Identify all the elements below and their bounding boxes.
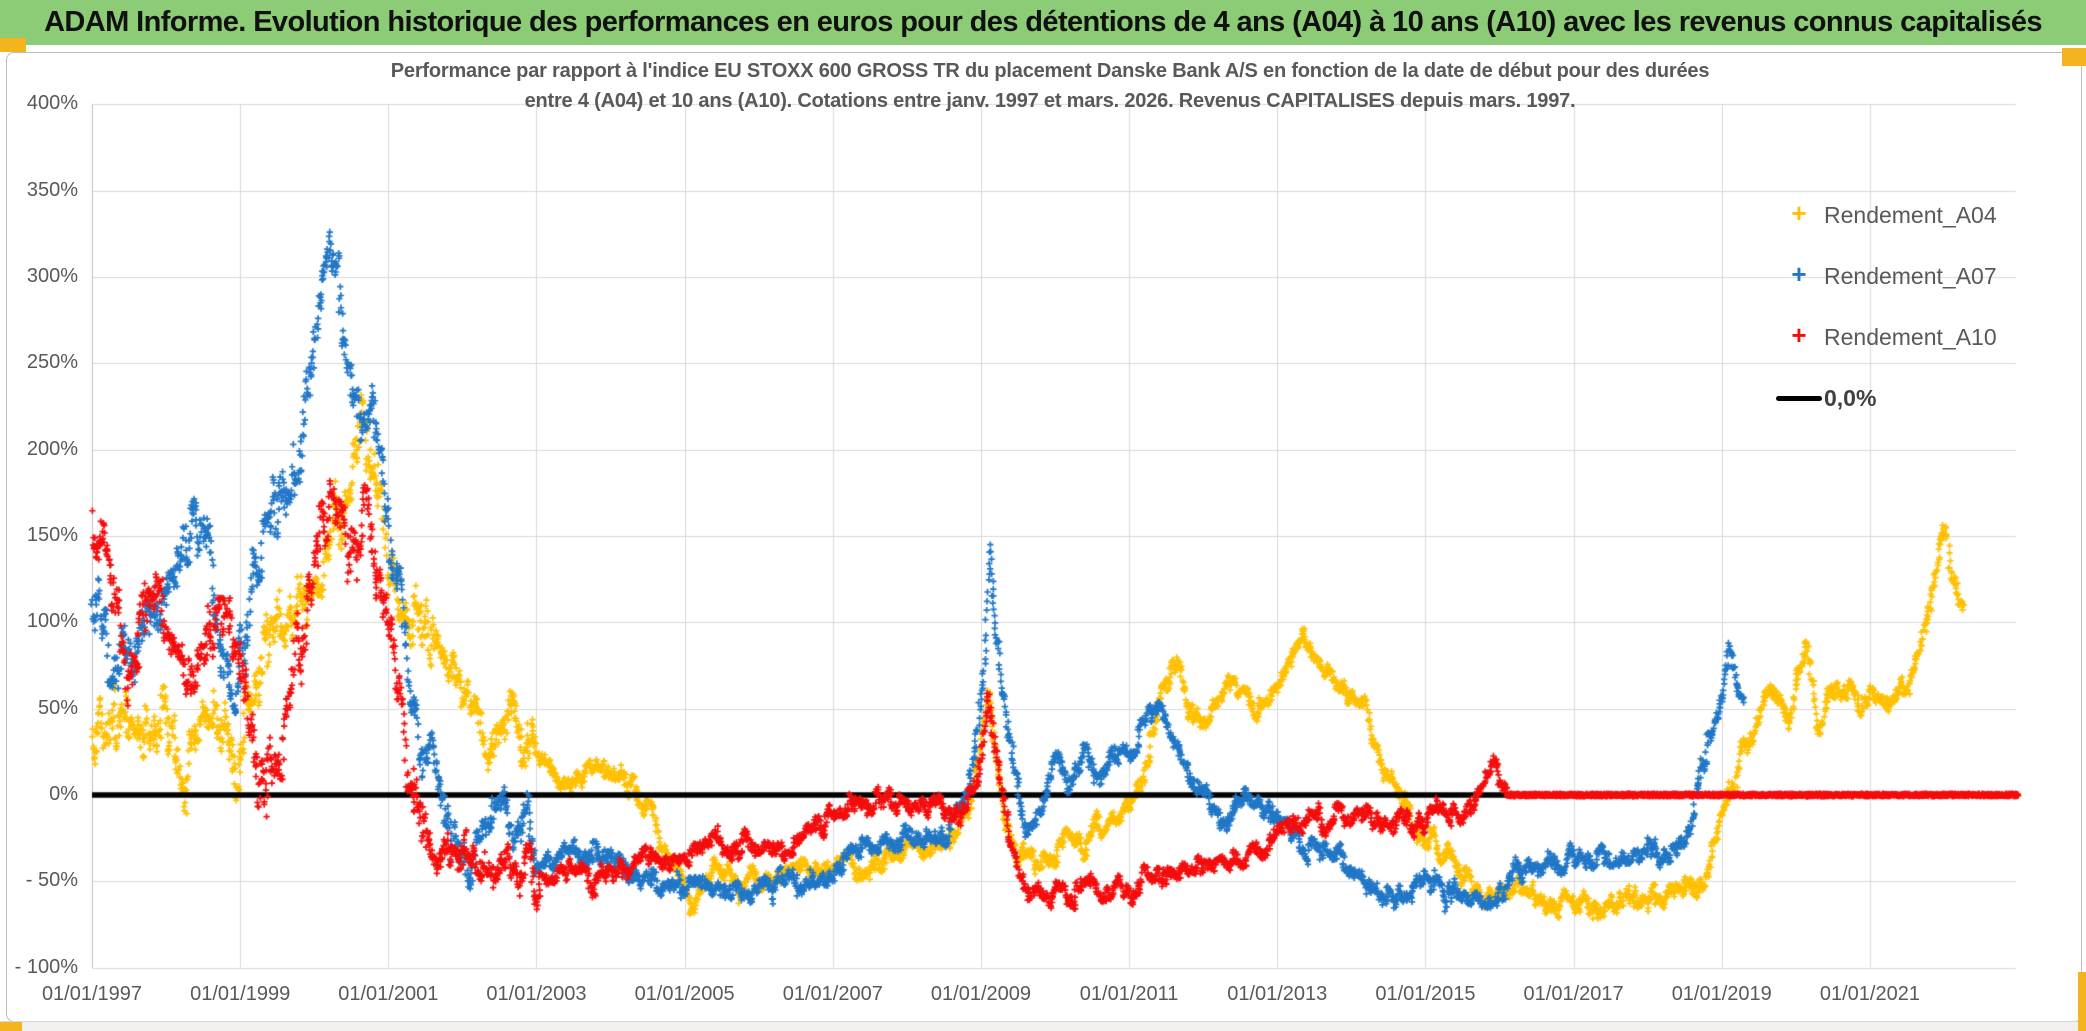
legend-item-rendement_a10[interactable]: + Rendement_A10 <box>1782 320 1997 354</box>
y-tick-label: - 100% <box>14 955 78 978</box>
x-tick-label: 01/01/2005 <box>634 983 735 1005</box>
x-tick-label: 01/01/2017 <box>1523 983 1624 1005</box>
legend-item-rendement_a04[interactable]: + Rendement_A04 <box>1782 198 1997 232</box>
legend-label: 0,0% <box>1824 384 1877 411</box>
y-tick-label: 0% <box>49 783 78 805</box>
x-tick-label: 01/01/2001 <box>338 983 439 1005</box>
zero-line-icon <box>1776 395 1822 401</box>
plus-marker-icon: + <box>1791 198 1807 228</box>
x-tick-label: 01/01/2009 <box>930 983 1031 1005</box>
sheet-accent-bottom-right <box>2078 972 2086 1031</box>
x-tick-label: 01/01/2007 <box>782 983 883 1005</box>
legend-label: Rendement_A10 <box>1824 323 1997 350</box>
bottom-strip <box>0 1021 2086 1031</box>
legend-item-rendement_a07[interactable]: + Rendement_A07 <box>1782 259 1997 293</box>
chart-title-line1: Performance par rapport à l'indice EU ST… <box>390 60 1710 82</box>
y-tick-label: 200% <box>26 437 78 460</box>
x-tick-label: 01/01/2015 <box>1375 983 1476 1005</box>
chart-title-line2: entre 4 (A04) et 10 ans (A10). Cotations… <box>524 90 1576 112</box>
legend-label: Rendement_A04 <box>1824 201 1997 228</box>
y-tick-label: 350% <box>26 178 78 201</box>
plus-marker-icon: + <box>1791 259 1807 289</box>
sheet-accent-bottom-left <box>0 1022 22 1031</box>
y-tick-label: 300% <box>26 264 78 287</box>
x-tick-label: 01/01/1997 <box>41 983 143 1005</box>
y-tick-label: 50% <box>37 696 78 719</box>
x-tick-label: 01/01/2013 <box>1227 983 1328 1005</box>
x-tick-label: 01/01/2019 <box>1671 983 1772 1005</box>
sheet-accent-top-right <box>2062 48 2086 66</box>
legend-item-zero-line[interactable]: 0,0% <box>1776 381 1877 415</box>
y-tick-label: 150% <box>26 523 78 546</box>
x-tick-label: 01/01/2021 <box>1819 983 1920 1005</box>
y-tick-label: 250% <box>26 351 78 374</box>
legend-label: Rendement_A07 <box>1824 262 1997 289</box>
plus-marker-icon: + <box>1791 320 1807 350</box>
chart-title: Performance par rapport à l'indice EU ST… <box>150 56 1950 116</box>
x-tick-label: 01/01/2003 <box>486 983 587 1005</box>
y-tick-label: - 50% <box>25 869 78 892</box>
x-tick-label: 01/01/2011 <box>1079 983 1179 1005</box>
y-tick-label: 400% <box>26 92 78 115</box>
x-tick-label: 01/01/1999 <box>190 983 291 1005</box>
y-tick-label: 100% <box>26 610 78 633</box>
